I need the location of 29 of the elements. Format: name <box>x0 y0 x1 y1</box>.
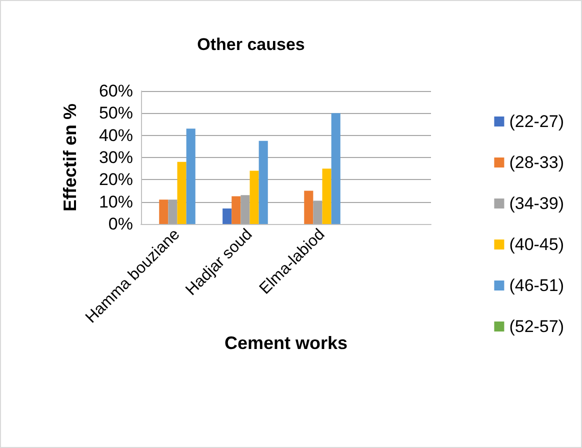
y-tick-label: 60% <box>98 82 133 100</box>
chart-title: Other causes <box>197 35 305 54</box>
bar <box>159 200 168 224</box>
legend-label: (34-39) <box>509 194 564 213</box>
bar <box>322 168 332 224</box>
bar <box>168 200 178 224</box>
y-tick-label: 20% <box>98 170 133 190</box>
legend-label: (22-27) <box>509 112 564 131</box>
x-axis-title: Cement works <box>224 333 348 353</box>
bar <box>313 200 322 224</box>
y-tick-label: 30% <box>98 148 133 167</box>
legend-label: (52-57) <box>509 317 564 336</box>
bar <box>232 196 241 224</box>
legend-label: (46-51) <box>509 276 564 295</box>
y-tick-label: 10% <box>98 192 133 212</box>
bar <box>258 140 268 224</box>
bar <box>331 113 340 224</box>
legend-label: (40-45) <box>509 235 564 254</box>
bar <box>222 208 232 224</box>
legend-label: (28-33) <box>509 153 564 172</box>
y-axis-title: Effectif en % <box>60 103 80 212</box>
bar <box>240 195 250 224</box>
y-tick-label: 40% <box>98 126 133 145</box>
y-tick-label: 0% <box>108 214 133 234</box>
y-tick-label: 50% <box>98 104 133 123</box>
bar <box>177 162 186 224</box>
bar <box>304 190 314 224</box>
bar <box>186 128 196 224</box>
bar <box>250 170 259 224</box>
